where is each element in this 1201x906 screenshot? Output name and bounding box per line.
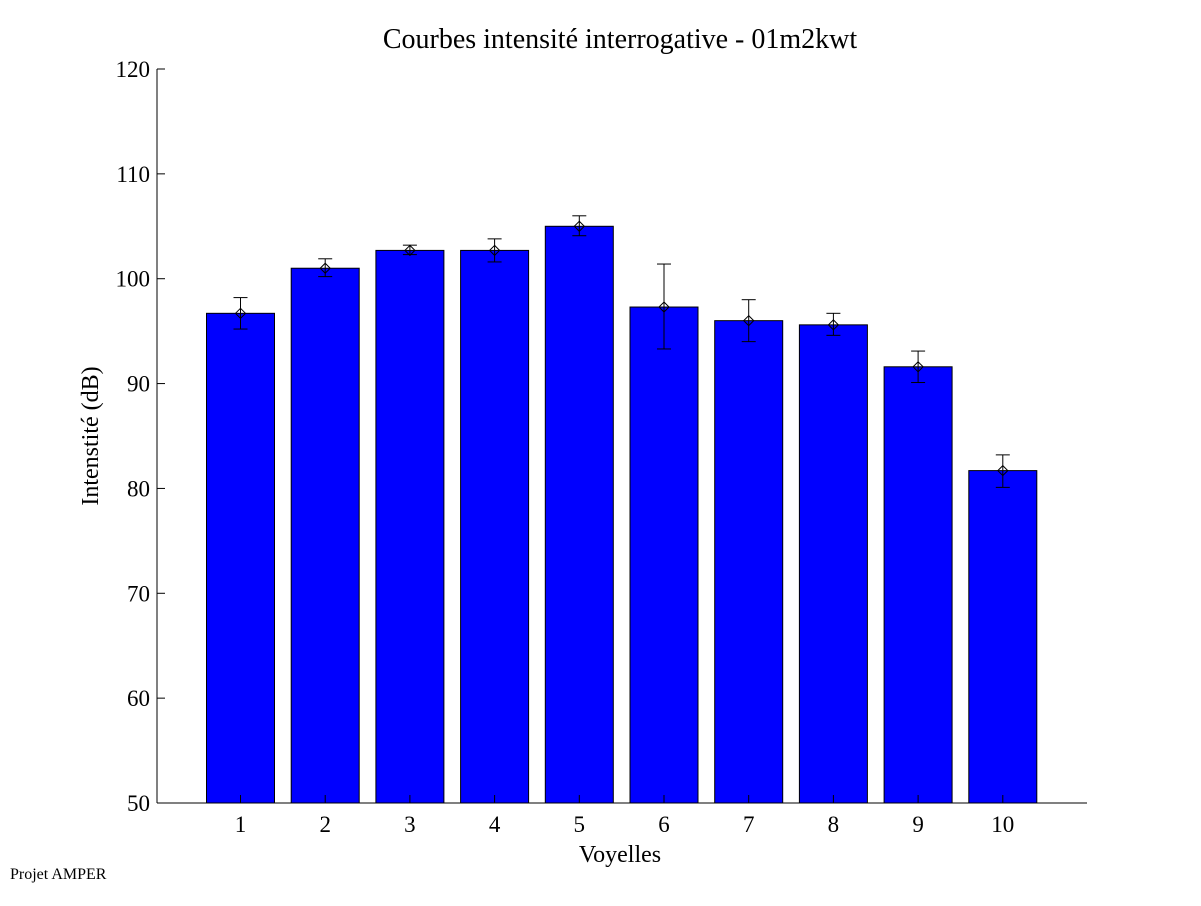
bars-layer <box>206 225 1038 804</box>
axes-layer <box>156 69 1087 804</box>
x-tick-label: 2 <box>319 812 331 837</box>
error-bar-4 <box>487 238 502 263</box>
mean-marker <box>912 361 924 373</box>
bar-4 <box>460 249 530 804</box>
y-tick-label: 110 <box>116 162 150 187</box>
error-bar-6 <box>657 263 671 350</box>
bar-8 <box>798 324 868 804</box>
x-axis-label: Voyelles <box>579 842 661 868</box>
x-tick-label: 10 <box>991 812 1014 837</box>
bar-2 <box>290 267 360 804</box>
bar-9 <box>883 366 953 804</box>
error-bar-8 <box>826 312 841 336</box>
footer-text: Projet AMPER <box>10 866 107 883</box>
x-tick-label: 3 <box>404 812 416 837</box>
y-tick-label: 50 <box>127 791 150 816</box>
mean-marker <box>319 262 331 274</box>
y-tick-label: 120 <box>116 57 151 82</box>
x-tick-label: 5 <box>574 812 586 837</box>
y-ticks-layer: 50 60 70 80 90 100 110 120 <box>116 57 165 816</box>
mean-marker <box>658 301 670 313</box>
mean-marker <box>573 220 586 232</box>
y-tick-label: 60 <box>127 686 150 711</box>
x-tick-label: 7 <box>743 812 755 837</box>
x-tick-label: 6 <box>658 812 670 837</box>
error-bar-5 <box>572 215 587 237</box>
chart-title: Courbes intensité interrogative - 01m2kw… <box>383 24 858 55</box>
mean-marker <box>234 307 247 320</box>
x-tick-label: 8 <box>828 812 840 837</box>
error-bar-2 <box>318 258 333 278</box>
error-bar-1 <box>233 297 248 330</box>
bar-6 <box>629 306 699 804</box>
y-tick-label: 70 <box>127 581 150 606</box>
mean-marker <box>742 314 755 327</box>
mean-marker <box>997 464 1009 477</box>
x-ticks-layer: 1 2 3 4 5 6 7 8 9 10 <box>235 795 1014 837</box>
y-axis-label: Intenstité (dB) <box>78 366 104 505</box>
x-tick-label: 4 <box>489 812 501 837</box>
bar-3 <box>375 249 445 804</box>
bar-7 <box>714 320 784 804</box>
error-bar-9 <box>911 350 926 384</box>
y-tick-label: 80 <box>127 476 150 501</box>
x-tick-label: 9 <box>912 812 924 837</box>
error-bar-10 <box>995 454 1010 488</box>
bar-5 <box>544 225 614 804</box>
mean-marker <box>404 244 416 257</box>
error-bar-3 <box>402 244 417 257</box>
mean-marker <box>488 244 501 257</box>
bar-10 <box>968 470 1038 804</box>
bar-1 <box>206 312 275 804</box>
x-tick-label: 1 <box>235 812 247 837</box>
mean-marker <box>827 319 840 331</box>
y-tick-label: 100 <box>116 267 151 292</box>
error-bar-7 <box>741 299 756 343</box>
y-tick-label: 90 <box>127 372 150 397</box>
error-bars-layer <box>233 215 1010 488</box>
